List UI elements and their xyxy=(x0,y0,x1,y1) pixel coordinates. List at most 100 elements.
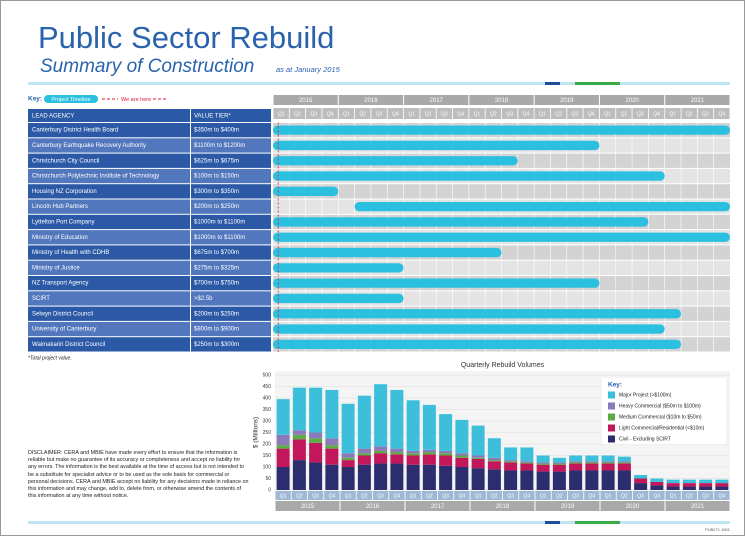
bar-segment xyxy=(715,486,729,490)
x-tick-label: Q2 xyxy=(491,493,498,499)
quarter-label: Q3 xyxy=(637,111,644,117)
quarter-label: Q1 xyxy=(539,111,546,117)
bar-segment xyxy=(715,483,729,487)
header-cell xyxy=(28,109,190,122)
bar-segment xyxy=(422,464,436,490)
bar-segment xyxy=(357,448,371,454)
tier: $350m to $400m xyxy=(194,128,239,134)
tier: $250m to $300m xyxy=(194,342,239,348)
column-header: VALUE TIER* xyxy=(194,114,231,120)
quarter-cell xyxy=(600,491,616,500)
tier-cell xyxy=(191,291,271,306)
year-label: 2018 xyxy=(495,98,509,104)
quarter-header xyxy=(485,108,502,119)
chart-title: Quarterly Rebuild Volumes xyxy=(461,362,545,369)
quarter-cell xyxy=(405,491,421,500)
bar-segment xyxy=(666,483,680,487)
bar-segment xyxy=(309,462,323,490)
subtitle: Summary of Construction xyxy=(40,56,254,77)
quarter-header xyxy=(681,108,697,119)
bar-segment xyxy=(504,470,518,490)
bar-segment xyxy=(569,462,583,464)
bar-segment xyxy=(455,455,469,458)
tier-cell xyxy=(191,306,271,321)
quarter-header xyxy=(599,108,616,119)
legend-label: Medium Commercial ($10m to $50m) xyxy=(619,414,702,420)
agency: Ministry of Justice xyxy=(32,265,80,271)
rule xyxy=(28,521,730,524)
tier-cell xyxy=(191,337,271,352)
bar-segment xyxy=(552,464,566,472)
legend-label: Heavy Commercial ($50m to $100m) xyxy=(619,403,701,409)
bar-segment xyxy=(666,486,680,490)
x-tick-label: Q2 xyxy=(296,493,303,499)
bar-segment xyxy=(634,483,648,490)
bar-segment xyxy=(699,479,713,484)
bar-segment xyxy=(357,464,371,490)
agency-cell xyxy=(28,230,190,245)
x-tick-label: Q4 xyxy=(394,493,401,499)
bar-segment xyxy=(325,448,339,465)
bar-segment xyxy=(487,469,501,490)
quarter-header xyxy=(632,108,648,119)
rule-accent xyxy=(545,521,560,524)
bar-segment xyxy=(455,467,469,490)
bar-segment xyxy=(601,470,615,490)
tier-cell xyxy=(191,321,271,337)
tier: $1000m to $1100m xyxy=(194,220,245,226)
bar-segment xyxy=(422,404,436,450)
quarter-label: Q1 xyxy=(408,111,415,117)
quarter-cell xyxy=(307,491,324,500)
bar-segment xyxy=(357,453,371,456)
quarter-header xyxy=(289,108,306,119)
quarter-label: Q4 xyxy=(719,111,726,117)
quarter-label: Q1 xyxy=(474,111,481,117)
quarter-label: Q4 xyxy=(457,111,464,117)
tier: $800m to $900m xyxy=(194,327,239,333)
bar-segment xyxy=(292,387,306,431)
timeline-bar xyxy=(273,309,682,319)
quarter-label: Q1 xyxy=(343,111,350,117)
key-pill xyxy=(44,95,98,103)
y-tick-label: 50 xyxy=(265,476,271,482)
year-header xyxy=(534,95,599,105)
agency: Christchurch City Council xyxy=(32,158,99,164)
bar-segment xyxy=(585,470,599,490)
quarter-header xyxy=(403,108,420,119)
bar-segment xyxy=(536,463,550,465)
bar-segment xyxy=(552,463,566,465)
tier: $200m to $250m xyxy=(194,204,239,210)
agency-cell xyxy=(28,291,190,306)
timeline-bar xyxy=(273,171,665,181)
year-label: 2017 xyxy=(430,98,444,104)
tier-cell xyxy=(191,138,271,153)
agency: Selwyn District Council xyxy=(32,311,93,317)
timeline-bar xyxy=(273,339,682,349)
bar-segment xyxy=(601,463,615,471)
quarter-header xyxy=(665,108,681,119)
agency-cell xyxy=(28,214,190,230)
x-tick-label: Q4 xyxy=(524,493,531,499)
tier: $675m to $700m xyxy=(194,250,239,256)
quarter-cell xyxy=(389,491,405,500)
y-tick-label: 0 xyxy=(268,487,271,493)
bar-segment xyxy=(634,475,648,479)
x-tick-label: Q1 xyxy=(475,493,482,499)
tier: $700m to $750m xyxy=(194,281,239,287)
x-tick-label: Q1 xyxy=(280,493,287,499)
bar-segment xyxy=(536,464,550,472)
y-tick-label: 500 xyxy=(263,372,272,378)
quarter-label: Q3 xyxy=(441,111,448,117)
bar-segment xyxy=(439,450,453,454)
x-tick-label: Q4 xyxy=(654,493,661,499)
bar-segment xyxy=(585,455,599,462)
x-tick-label: Q1 xyxy=(540,493,547,499)
bar-segment xyxy=(390,454,404,464)
bar-segment xyxy=(471,468,485,490)
bar-segment xyxy=(520,462,534,464)
bar-segment xyxy=(520,461,534,463)
bar-segment xyxy=(455,457,469,467)
bar-segment xyxy=(374,463,388,490)
bar-segment xyxy=(276,399,290,435)
tier-cell xyxy=(191,153,271,168)
